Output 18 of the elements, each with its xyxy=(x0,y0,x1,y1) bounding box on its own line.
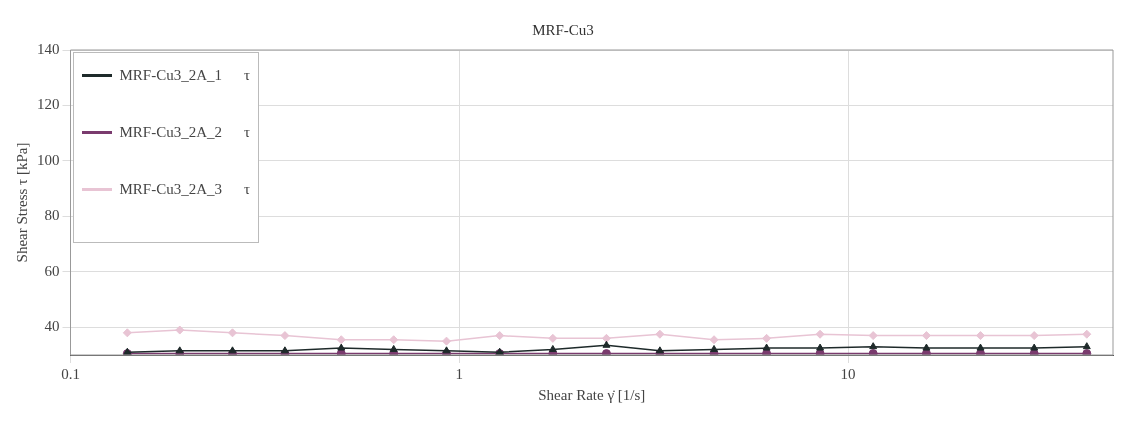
text: τ xyxy=(244,124,251,140)
legend-title: τ xyxy=(244,67,251,84)
y-tick-label: 40 xyxy=(44,318,60,335)
y-tick-label: 140 xyxy=(37,40,60,57)
legend-label: MRF-Cu3_2A_2 xyxy=(119,124,223,141)
x-axis-title: Shear Rate γ̇ [1/s] xyxy=(538,386,646,403)
legend-label: MRF-Cu3_2A_1 xyxy=(119,67,223,84)
chart-title: MRF-Cu3 xyxy=(532,21,594,38)
x-tick-label: 0.1 xyxy=(61,365,80,382)
legend-label: MRF-Cu3_2A_3 xyxy=(119,181,223,198)
y-axis-title: Shear Stress τ [kPa] xyxy=(13,142,30,263)
y-tick-label: 80 xyxy=(44,207,60,224)
y-tick-label: 60 xyxy=(44,262,60,279)
y-tick-label: 120 xyxy=(37,96,60,113)
text: τ xyxy=(244,181,251,197)
x-tick-label: 1 xyxy=(455,365,464,382)
y-tick-label: 100 xyxy=(37,151,60,168)
x-tick-label: 10 xyxy=(840,365,856,382)
